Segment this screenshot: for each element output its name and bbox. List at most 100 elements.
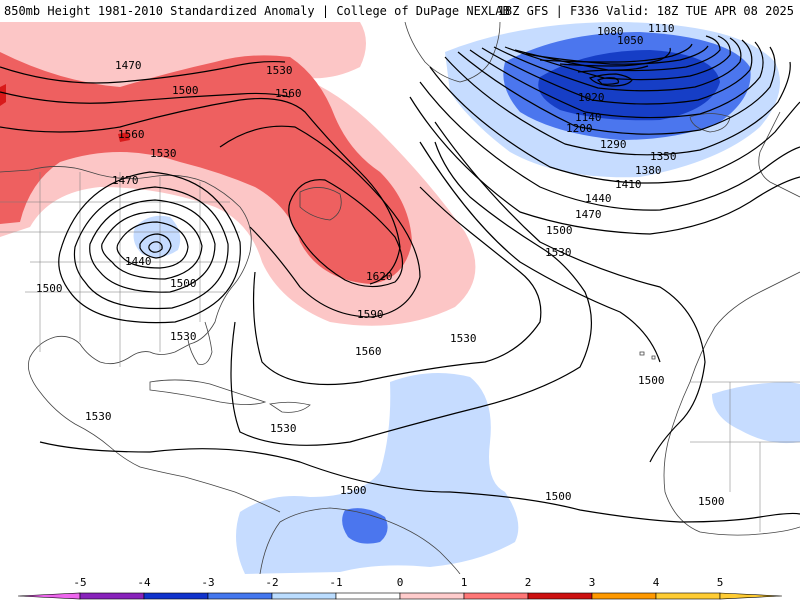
colorbar-label: -2 [265,576,278,589]
contour-label: 1560 [118,128,145,141]
contour-label: 1530 [170,330,197,343]
contour-1350 [457,46,776,135]
contour-1140 [539,43,693,63]
contour-label: 1560 [275,87,302,100]
negative-anomaly-light-africa [712,382,800,444]
contour-north-1500 [0,91,291,104]
contour-1320 [469,41,764,119]
contour-label: 1530 [266,64,293,77]
contour-label: 1440 [125,255,152,268]
colorbar-swatch [271,592,337,600]
colorbar-swatch [527,592,593,600]
greenland-coast [404,22,501,83]
contour-label: 1470 [575,208,602,221]
contour-low-center [148,241,163,253]
contour-label: 1500 [170,277,197,290]
negative-anomaly-shading [133,22,800,574]
north-america-coast [0,166,281,513]
colorbar-label: 2 [525,576,532,589]
map-header: 850mb Height 1981-2010 Standardized Anom… [0,0,800,22]
anomaly-map: 1470150015301560156015301470144015001500… [0,22,800,574]
positive-anomaly-shading [0,22,476,326]
contour-1500-east [434,121,706,463]
africa-borders [690,381,800,532]
colorbar-label: -3 [201,576,214,589]
contour-label: 1410 [615,178,642,191]
contour-1470-east [409,96,800,235]
contour-ridge-1620 [288,179,404,288]
map-title: 850mb Height 1981-2010 Standardized Anom… [4,4,510,18]
contour-label: 1500 [546,224,573,237]
contour-ridge-1560 [0,97,401,285]
contour-label: 1530 [85,410,112,423]
contour-low-1440 [116,221,189,269]
contour-low-outer [58,171,241,324]
colorbar-label: 0 [397,576,404,589]
contour-low-1500 [89,199,216,293]
negative-anomaly-light-low [133,215,181,258]
negative-anomaly-light-atlantic [236,373,519,574]
contour-label: 1440 [585,192,612,205]
contour-label: 1530 [150,147,177,160]
positive-anomaly-mid [0,52,412,284]
contour-1410 [429,66,800,184]
colorbar-labels: -5 -4 -3 -2 -1 0 1 2 3 4 5 [73,576,723,589]
contour-1530-east [419,141,661,363]
contour-ridge-1590 [219,125,421,318]
contour-low-1530 [73,186,229,310]
colorbar-swatch [335,592,401,600]
colorbar-swatch [655,592,721,600]
colorbar-swatches [17,592,783,600]
contour-label: 1200 [566,122,593,135]
contour-low-1470 [101,211,203,280]
contour-label: 1500 [545,490,572,503]
colorbar-left-arrow [17,592,81,600]
contour-label: 1020 [578,91,605,104]
coastlines [0,22,800,574]
europe-coast [758,111,800,198]
contour-1380 [444,56,791,156]
colorbar-swatch [591,592,657,600]
contour-label: 1530 [450,332,477,345]
contour-1260 [493,37,742,92]
contour-label: 1290 [600,138,627,151]
contour-label: 1560 [355,345,382,358]
contour-subtropical-1560 [252,186,542,386]
contour-label: 1620 [366,270,393,283]
iceland-coast [689,113,731,133]
contour-label: 1500 [340,484,367,497]
colorbar-label: 5 [717,576,724,589]
contour-label: 1500 [36,282,63,295]
colorbar-label: -4 [137,576,151,589]
colorbar-swatch [399,592,465,600]
colorbar-right-arrow [719,592,783,600]
contour-mid-atlantic-1500 [39,441,800,523]
contour-label: 1350 [650,150,677,163]
anomaly-colorbar: -5 -4 -3 -2 -1 0 1 2 3 4 5 [17,576,783,600]
south-america-coast [259,507,461,574]
contour-1200 [514,35,721,72]
contour-label: 1530 [270,422,297,435]
contour-label: 1500 [698,495,725,508]
contour-label: 1530 [545,246,572,259]
contour-1080 [577,65,649,73]
colorbar-swatch [463,592,529,600]
colorbar-swatch [143,592,209,600]
hispaniola-coast [268,401,311,413]
contour-label: 1140 [575,111,602,124]
model-valid-time: 18Z GFS | F336 Valid: 18Z TUE APR 08 202… [497,4,794,18]
contour-1020 [596,77,620,85]
contour-labels: 1470150015301560156015301470144015001500… [36,22,725,508]
contour-1230 [504,35,731,81]
contour-subtropical-1530 [230,141,593,446]
colorbar-label: 1 [461,576,468,589]
contour-1050 [588,73,633,87]
africa-coast [663,271,800,536]
contour-label: 1470 [112,174,139,187]
contour-label: 1500 [638,374,665,387]
contour-1110 [559,47,671,67]
cuba-coast [149,379,267,405]
colorbar-swatch [207,592,273,600]
contour-low-inner [139,233,172,259]
